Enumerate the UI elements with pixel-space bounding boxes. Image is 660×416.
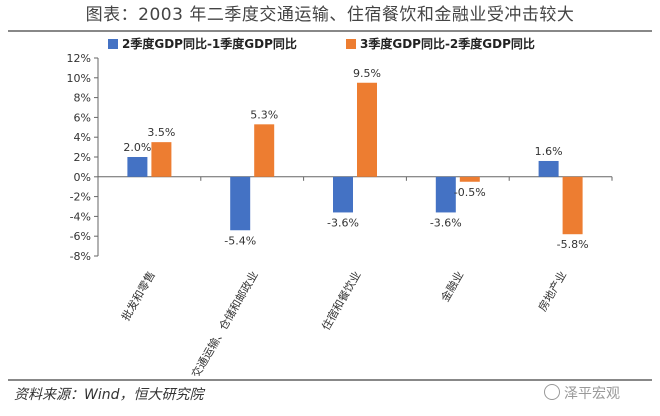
data-label: -3.6% (327, 216, 359, 229)
legend-swatch (108, 39, 118, 49)
bar (333, 176, 353, 213)
y-tick-label: -2% (70, 191, 91, 204)
watermark-text: 泽平宏观 (564, 386, 620, 402)
y-tick-label: 4% (74, 131, 91, 144)
legend-label: 3季度GDP同比-2季度GDP同比 (360, 36, 535, 51)
bar (538, 160, 559, 177)
chart-title: 图表：2003 年二季度交通运输、住宿餐饮和金融业受冲击较大 (85, 5, 575, 25)
legend-swatch (346, 39, 356, 49)
source-note: 资料来源：Wind，恒大研究院 (14, 387, 204, 403)
data-label: -5.8% (557, 238, 589, 251)
data-label: -3.6% (430, 216, 462, 229)
y-tick-label: -6% (70, 230, 91, 243)
y-tick-label: 6% (74, 111, 91, 124)
data-label: 3.5% (147, 126, 175, 139)
category-label: 住宿和餐饮业 (318, 269, 363, 333)
bar (562, 176, 583, 235)
data-label: 5.3% (250, 108, 278, 121)
y-tick-label: 0% (74, 171, 91, 184)
chart-svg: 12% 10% 8% 6% 4% 2% 0% -2% -4% -6% -8% 2.0% -5.4% -3.… (67, 36, 613, 380)
legend-label: 2季度GDP同比-1季度GDP同比 (122, 36, 297, 51)
category-label: 房地产业 (535, 269, 569, 314)
data-label: 1.6% (535, 145, 563, 158)
y-tick-label: 12% (67, 52, 91, 65)
bar (435, 176, 456, 213)
data-label: 2.0% (123, 141, 151, 154)
bar (230, 176, 251, 231)
footer-divider (8, 379, 652, 381)
bar (254, 124, 275, 177)
chart-area: 12% 10% 8% 6% 4% 2% 0% -2% -4% -6% -8% 2.0% -5.4% -3.… (0, 34, 660, 380)
category-label: 交通运输、仓储和邮政业 (188, 269, 261, 377)
data-label: -0.5% (454, 186, 486, 199)
category-label: 金融业 (438, 269, 467, 305)
bar (459, 176, 480, 182)
bar (127, 157, 148, 177)
title-divider (8, 30, 652, 32)
bar (357, 82, 377, 177)
watermark: 泽平宏观 (544, 383, 620, 403)
y-tick-label: -4% (70, 210, 91, 223)
wechat-icon (544, 384, 560, 400)
category-label: 批发和零售 (118, 269, 158, 324)
bar (151, 142, 172, 177)
y-tick-label: -8% (70, 250, 91, 263)
data-label: 9.5% (353, 67, 381, 80)
y-tick-label: 8% (74, 92, 91, 105)
data-label: -5.4% (224, 234, 256, 247)
y-tick-label: 10% (67, 72, 91, 85)
y-tick-label: 2% (74, 151, 91, 164)
